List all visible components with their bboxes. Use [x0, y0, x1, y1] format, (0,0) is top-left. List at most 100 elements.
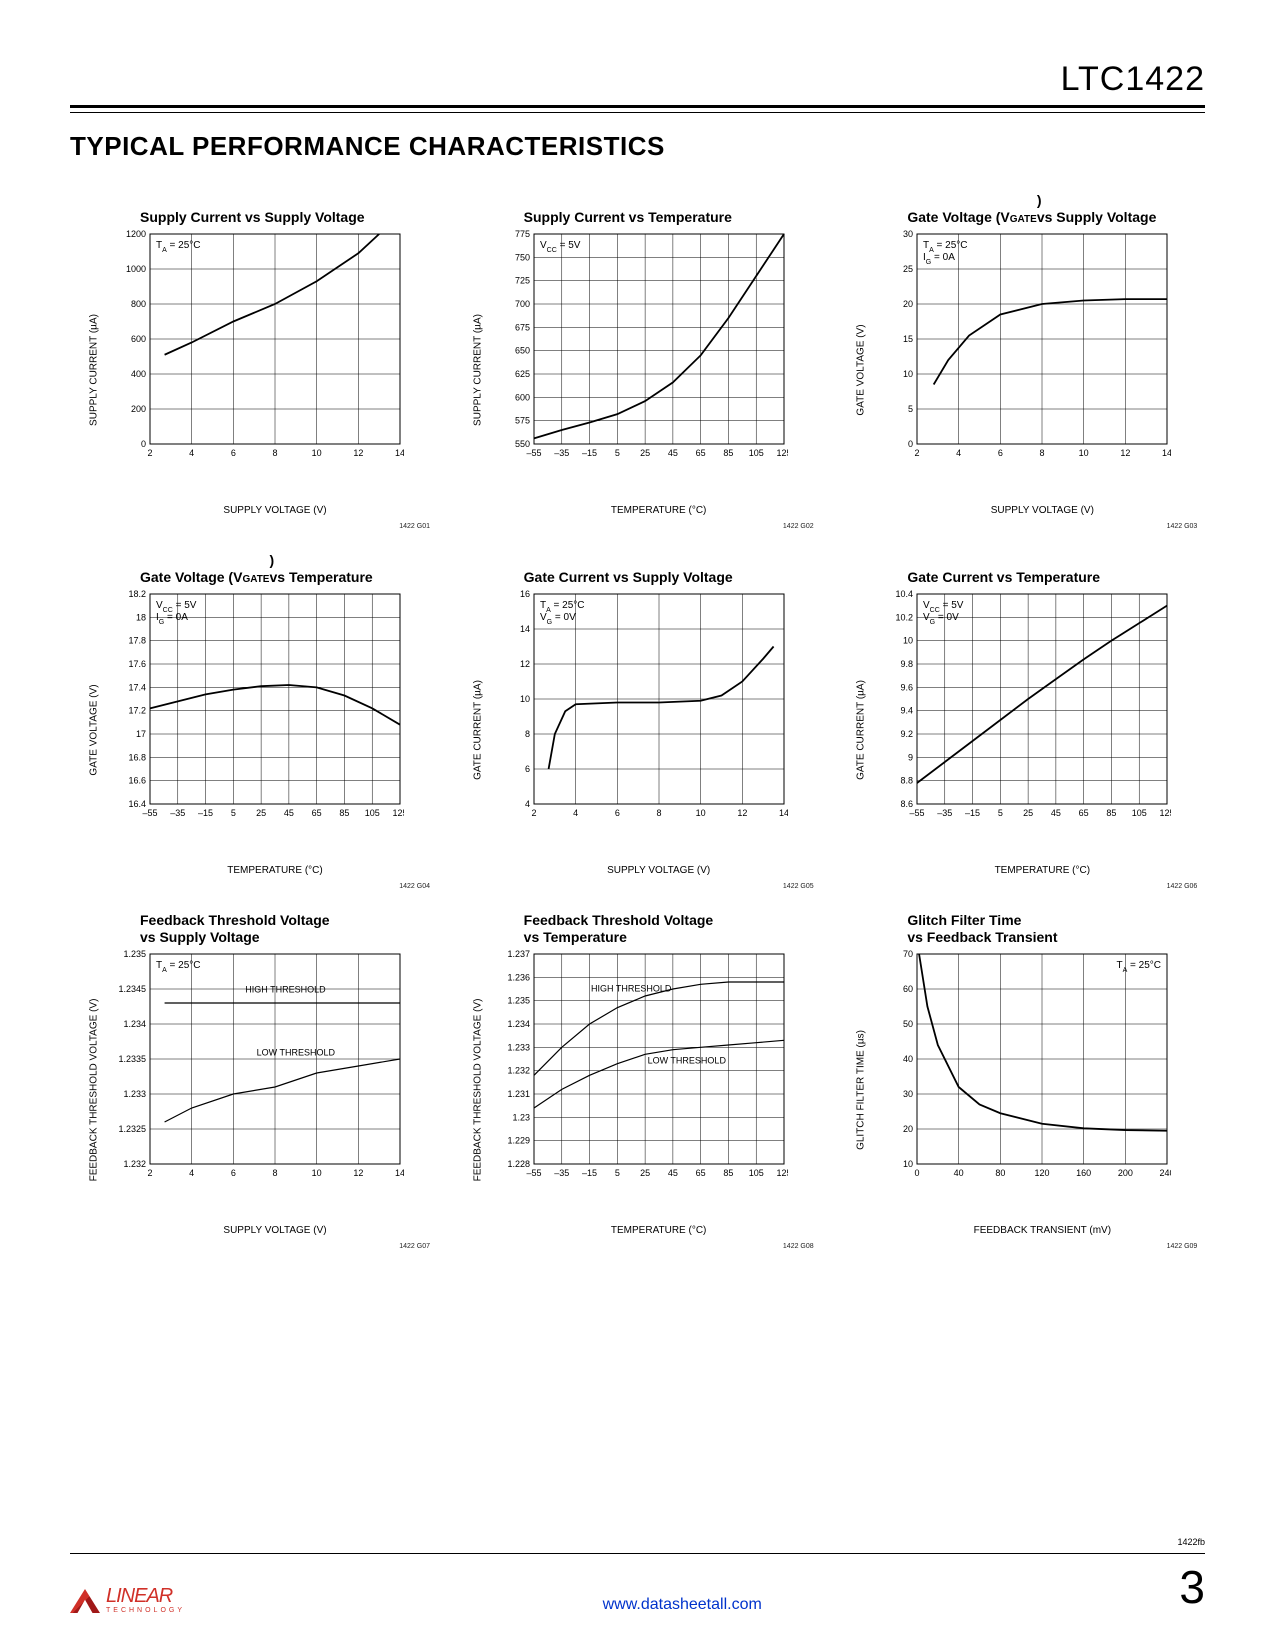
- svg-text:6: 6: [231, 448, 236, 458]
- svg-text:–15: –15: [582, 448, 597, 458]
- svg-text:4: 4: [573, 808, 578, 818]
- svg-text:8: 8: [525, 729, 530, 739]
- svg-text:16.8: 16.8: [128, 752, 146, 762]
- svg-text:–55: –55: [526, 1168, 541, 1178]
- svg-text:45: 45: [668, 448, 678, 458]
- y-axis-label: GLITCH FILTER TIME (µs): [856, 1030, 867, 1150]
- svg-text:17.2: 17.2: [128, 706, 146, 716]
- svg-text:HIGH THRESHOLD: HIGH THRESHOLD: [591, 983, 672, 993]
- chart-cell: Glitch Filter Timevs Feedback Transient0…: [867, 910, 1197, 1230]
- y-axis-label: SUPPLY CURRENT (µA): [89, 314, 100, 426]
- figure-id: 1422 G06: [1167, 883, 1198, 890]
- chart-title: Supply Current vs Supply Voltage: [100, 190, 430, 226]
- chart-title: Feedback Threshold Voltagevs Supply Volt…: [100, 910, 430, 946]
- svg-text:2: 2: [915, 448, 920, 458]
- svg-text:25: 25: [640, 448, 650, 458]
- plot-area: 2468101214020040060080010001200TA = 25°C…: [100, 230, 430, 510]
- svg-text:50: 50: [903, 1019, 913, 1029]
- svg-text:1.232: 1.232: [123, 1159, 146, 1169]
- svg-text:LOW THRESHOLD: LOW THRESHOLD: [257, 1048, 336, 1058]
- figure-id: 1422 G09: [1167, 1243, 1198, 1250]
- svg-text:14: 14: [395, 1168, 404, 1178]
- svg-text:700: 700: [515, 299, 530, 309]
- y-axis-label: GATE CURRENT (µA): [472, 680, 483, 780]
- svg-text:12: 12: [520, 659, 530, 669]
- rev-id: 1422fb: [1177, 1537, 1205, 1547]
- svg-text:1.234: 1.234: [123, 1019, 146, 1029]
- chart-cell: Supply Current vs Temperature–55–35–1552…: [484, 190, 814, 510]
- svg-text:8.6: 8.6: [901, 799, 914, 809]
- svg-text:70: 70: [903, 950, 913, 959]
- svg-text:85: 85: [723, 448, 733, 458]
- svg-text:200: 200: [1118, 1168, 1133, 1178]
- svg-text:8: 8: [272, 1168, 277, 1178]
- chart-title: Supply Current vs Temperature: [484, 190, 814, 226]
- chart-cell: Gate Current vs Supply Voltage2468101214…: [484, 550, 814, 870]
- svg-text:8: 8: [1040, 448, 1045, 458]
- svg-text:–35: –35: [170, 808, 185, 818]
- svg-text:125: 125: [776, 448, 788, 458]
- svg-text:10.4: 10.4: [896, 590, 914, 599]
- svg-text:1.2345: 1.2345: [118, 984, 146, 994]
- chart-cell: Gate Voltage (VGATE)vs Supply Voltage246…: [867, 190, 1197, 510]
- svg-text:10: 10: [903, 369, 913, 379]
- section-title: TYPICAL PERFORMANCE CHARACTERISTICS: [70, 131, 1205, 162]
- svg-text:17: 17: [136, 729, 146, 739]
- svg-text:45: 45: [1051, 808, 1061, 818]
- page-number: 3: [1179, 1560, 1205, 1614]
- svg-text:0: 0: [141, 439, 146, 449]
- svg-text:14: 14: [1162, 448, 1171, 458]
- x-axis-label: FEEDBACK TRANSIENT (mV): [917, 1225, 1167, 1236]
- header-rule: [70, 112, 1205, 113]
- svg-text:–35: –35: [554, 448, 569, 458]
- svg-text:65: 65: [695, 448, 705, 458]
- svg-text:65: 65: [312, 808, 322, 818]
- svg-text:1.232: 1.232: [507, 1066, 530, 1076]
- svg-text:10: 10: [1079, 448, 1089, 458]
- logo-subtext: TECHNOLOGY: [106, 1607, 185, 1614]
- svg-text:18.2: 18.2: [128, 590, 146, 599]
- svg-text:1.23: 1.23: [512, 1112, 530, 1122]
- svg-text:105: 105: [748, 1168, 763, 1178]
- svg-text:725: 725: [515, 276, 530, 286]
- svg-text:2: 2: [147, 448, 152, 458]
- svg-text:5: 5: [614, 448, 619, 458]
- svg-text:120: 120: [1035, 1168, 1050, 1178]
- chart-cell: Feedback Threshold Voltagevs Supply Volt…: [100, 910, 430, 1230]
- plot-area: 246810121446810121416TA = 25°CVG = 0VGAT…: [484, 590, 814, 870]
- x-axis-label: SUPPLY VOLTAGE (V): [150, 505, 400, 516]
- chart-cell: Feedback Threshold Voltagevs Temperature…: [484, 910, 814, 1230]
- svg-text:675: 675: [515, 322, 530, 332]
- company-logo: LINEAR TECHNOLOGY: [70, 1588, 185, 1614]
- svg-text:1.236: 1.236: [507, 972, 530, 982]
- svg-text:12: 12: [1121, 448, 1131, 458]
- svg-text:10: 10: [520, 694, 530, 704]
- svg-text:160: 160: [1076, 1168, 1091, 1178]
- svg-text:105: 105: [748, 448, 763, 458]
- svg-text:17.4: 17.4: [128, 682, 146, 692]
- svg-text:–55: –55: [142, 808, 157, 818]
- svg-text:0: 0: [908, 439, 913, 449]
- svg-text:15: 15: [903, 334, 913, 344]
- svg-text:85: 85: [339, 808, 349, 818]
- svg-text:9: 9: [908, 752, 913, 762]
- footer-url[interactable]: www.datasheetall.com: [603, 1596, 762, 1614]
- svg-text:80: 80: [996, 1168, 1006, 1178]
- svg-text:25: 25: [1023, 808, 1033, 818]
- svg-text:6: 6: [231, 1168, 236, 1178]
- svg-text:14: 14: [520, 624, 530, 634]
- plot-area: 24681012141.2321.23251.2331.23351.2341.2…: [100, 950, 430, 1230]
- svg-text:625: 625: [515, 369, 530, 379]
- svg-text:17.8: 17.8: [128, 636, 146, 646]
- figure-id: 1422 G08: [783, 1243, 814, 1250]
- svg-text:10.2: 10.2: [896, 612, 914, 622]
- y-axis-label: FEEDBACK THRESHOLD VOLTAGE (V): [472, 999, 483, 1182]
- svg-text:105: 105: [365, 808, 380, 818]
- svg-text:10: 10: [903, 636, 913, 646]
- plot-area: –55–35–155254565851051258.68.899.29.49.6…: [867, 590, 1197, 870]
- svg-text:5: 5: [231, 808, 236, 818]
- svg-text:16.4: 16.4: [128, 799, 146, 809]
- svg-text:550: 550: [515, 439, 530, 449]
- svg-text:65: 65: [1079, 808, 1089, 818]
- svg-text:18: 18: [136, 612, 146, 622]
